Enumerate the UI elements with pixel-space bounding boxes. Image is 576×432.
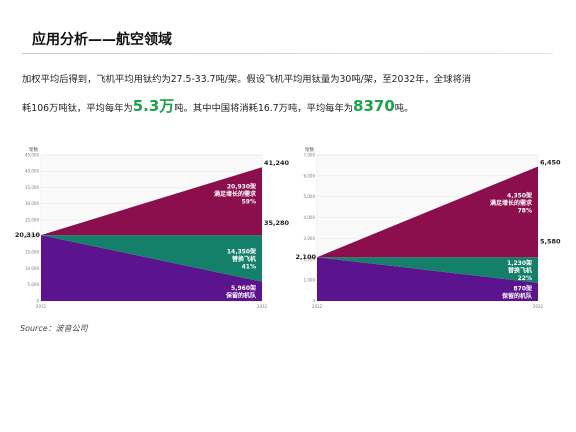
y-tick-label: 30,000 xyxy=(25,201,39,206)
y-tick-label: 3,000 xyxy=(304,236,316,241)
growth-area-label: 4,350架满足增长的需求 78% xyxy=(490,192,533,215)
y-tick-label: 4,000 xyxy=(304,215,316,220)
y-tick-label: 15,000 xyxy=(25,250,39,255)
y-tick-label: 5,000 xyxy=(304,194,316,199)
growth-area-label-line: 78% xyxy=(518,208,532,215)
intro-line-2a: 耗106万吨钛，平均每年为 xyxy=(22,103,133,114)
growth-area-label: 20,930架满足增长的需求 59% xyxy=(214,183,257,206)
start-total-label: 20,310 xyxy=(15,231,41,239)
y-tick-label: 5,000 xyxy=(28,282,40,287)
growth-area-label-line: 满足增长的需求 xyxy=(214,190,257,198)
replacement-area-label: 14,350架替换飞机 41% xyxy=(227,247,256,270)
retained-area-label-line: 保留的机队 xyxy=(501,292,533,300)
replacement-area-label-line: 1,230架 xyxy=(507,259,532,267)
retained-area-label-line: 870架 xyxy=(513,284,532,292)
growth-demand-area xyxy=(317,166,538,258)
global-fleet-chart: 0 5,000 10,000 15,000 20,000 25,000 30,000 35,0… xyxy=(15,146,290,309)
mid-total-label: 35,280 xyxy=(264,219,290,227)
replacement-area-label-line: 22% xyxy=(518,275,532,282)
replacement-area-label-line: 替换飞机 xyxy=(231,255,256,263)
x-tick-label: 2012 xyxy=(312,304,323,309)
intro-paragraph: 加权平均后得到，飞机平均用钛约为27.5-33.7吨/架。假设飞机平均用钛量为3… xyxy=(22,66,562,122)
y-unit-label: 架数 xyxy=(29,146,38,153)
growth-area-label-line: 满足增长的需求 xyxy=(490,199,533,207)
replacement-area-label-line: 41% xyxy=(242,263,256,270)
x-tick-label: 2032 xyxy=(257,304,268,309)
x-tick-label: 2032 xyxy=(533,304,544,309)
intro-line-2c: 吨。 xyxy=(394,103,414,114)
y-tick-label: 6,000 xyxy=(304,173,316,178)
growth-area-label-line: 59% xyxy=(242,199,256,206)
intro-highlight-world: 5.3万 xyxy=(132,97,175,115)
replacement-area-label-line: 替换飞机 xyxy=(507,267,532,275)
source-note: Source：波音公司 xyxy=(20,324,88,333)
intro-line-1: 加权平均后得到，飞机平均用钛约为27.5-33.7吨/架。假设飞机平均用钛量为3… xyxy=(22,74,472,85)
y-tick-label: 0 xyxy=(312,298,315,303)
page-title: 应用分析——航空领域 xyxy=(32,32,172,48)
y-tick-label: 10,000 xyxy=(25,266,39,271)
y-tick-label: 35,000 xyxy=(25,185,39,190)
mid-total-label: 5,580 xyxy=(540,238,561,246)
title-divider xyxy=(22,53,553,54)
y-tick-label: 7,000 xyxy=(304,152,316,157)
y-tick-label: 2,000 xyxy=(304,257,316,262)
y-tick-label: 0 xyxy=(36,298,39,303)
growth-area-label-line: 20,930架 xyxy=(227,183,256,191)
y-tick-label: 20,000 xyxy=(25,234,39,239)
start-total-label: 2,100 xyxy=(295,253,316,261)
retained-area-label: 870架保留的机队 xyxy=(501,284,533,300)
retained-area-label-line: 保留的机队 xyxy=(225,291,257,299)
end-total-label: 6,450 xyxy=(540,158,561,166)
replacement-area-label-line: 14,350架 xyxy=(227,247,256,255)
replacement-area-label: 1,230架替换飞机 22% xyxy=(507,259,532,282)
retained-area-label-line: 5,960架 xyxy=(231,284,256,292)
retained-fleet-area xyxy=(317,257,538,301)
end-total-label: 41,240 xyxy=(264,159,290,167)
intro-highlight-china: 8370 xyxy=(353,97,395,115)
retained-fleet-area xyxy=(41,235,262,301)
y-unit-label: 架数 xyxy=(305,146,314,153)
y-tick-label: 45,000 xyxy=(25,152,39,157)
x-tick-label: 2012 xyxy=(36,304,47,309)
y-tick-label: 25,000 xyxy=(25,217,39,222)
replacement-area xyxy=(317,257,538,283)
intro-line-2b: 吨。其中中国将消耗16.7万吨，平均每年为 xyxy=(174,103,354,114)
y-tick-label: 40,000 xyxy=(25,169,39,174)
y-tick-label: 1,000 xyxy=(304,278,316,283)
growth-area-label-line: 4,350架 xyxy=(507,192,532,200)
retained-area-label: 5,960架保留的机队 xyxy=(225,284,257,300)
